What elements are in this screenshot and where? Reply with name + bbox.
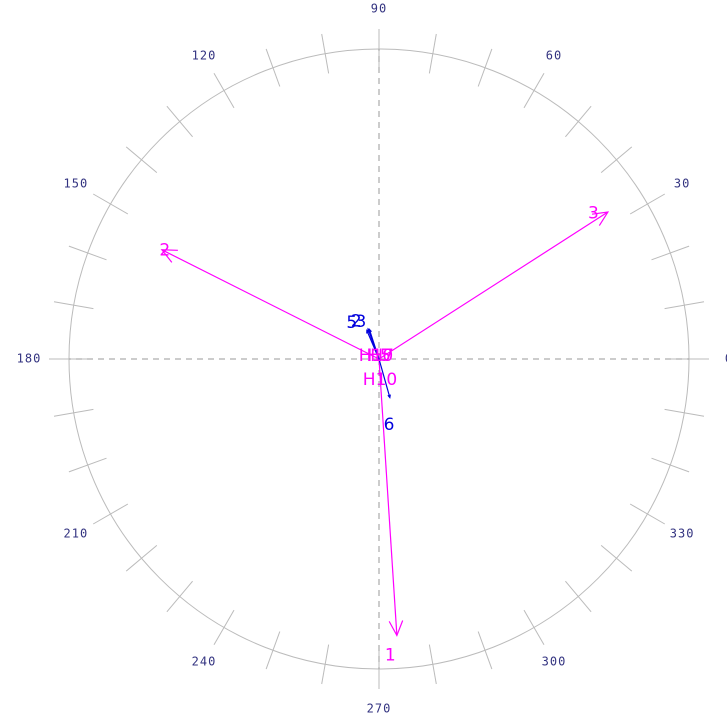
minor-tick — [321, 33, 330, 74]
phasor-label: 1 — [385, 645, 396, 665]
major-tick — [523, 72, 545, 109]
phasor-label: 2 — [351, 311, 362, 331]
minor-tick — [600, 146, 633, 173]
minor-tick — [565, 105, 592, 138]
minor-tick — [166, 105, 193, 138]
theta-tick-label: 120 — [192, 48, 217, 62]
theta-tick-label: 240 — [192, 655, 217, 669]
minor-tick — [265, 48, 281, 87]
minor-tick — [125, 146, 158, 173]
minor-tick — [477, 48, 493, 87]
minor-tick — [265, 631, 281, 670]
minor-tick — [664, 301, 705, 310]
minor-tick — [68, 245, 107, 261]
phasor-label: 2 — [159, 240, 170, 260]
theta-tick-label: 150 — [64, 177, 89, 191]
minor-tick — [53, 301, 94, 310]
minor-tick — [53, 408, 94, 417]
phasor-label: 3 — [588, 203, 599, 223]
phasor — [378, 358, 398, 636]
major-tick — [213, 72, 235, 109]
theta-tick-label: 330 — [670, 527, 695, 541]
theta-tick-label: 300 — [542, 655, 567, 669]
minor-tick — [600, 545, 633, 572]
theta-tick-label: 60 — [546, 48, 562, 62]
theta-tick-label: 180 — [17, 352, 42, 366]
theta-tick-label: 270 — [367, 702, 392, 716]
minor-tick — [664, 408, 705, 417]
minor-tick — [477, 631, 493, 670]
theta-tick-label: 30 — [674, 177, 690, 191]
minor-tick — [651, 245, 690, 261]
major-tick — [523, 609, 545, 646]
major-tick — [92, 193, 129, 215]
phasor-label: 6 — [384, 415, 395, 435]
arrow-head — [388, 620, 404, 637]
annotation: H10 — [359, 346, 393, 366]
phasor-label: 3 — [356, 312, 367, 332]
phasor — [378, 211, 609, 360]
phasor — [378, 358, 391, 398]
phasor-label: 5 — [346, 313, 357, 333]
annotation: H5 — [367, 346, 391, 366]
theta-tick-label: 0 — [725, 352, 727, 366]
phasor — [368, 329, 380, 360]
theta-tick-label: 90 — [371, 2, 387, 16]
major-tick — [213, 609, 235, 646]
theta-tick-label: 210 — [64, 527, 89, 541]
major-tick — [629, 193, 666, 215]
arrow-head — [368, 328, 372, 333]
minor-tick — [565, 580, 592, 613]
arrow-head — [160, 249, 178, 263]
minor-tick — [428, 644, 437, 685]
minor-tick — [166, 580, 193, 613]
arrow-head — [387, 394, 391, 399]
phasor — [161, 249, 380, 360]
minor-tick — [321, 644, 330, 685]
minor-tick — [428, 33, 437, 74]
minor-tick — [651, 457, 690, 473]
annotation: H10 — [363, 370, 397, 390]
major-tick — [629, 503, 666, 525]
major-tick — [92, 503, 129, 525]
minor-tick — [125, 545, 158, 572]
minor-tick — [68, 457, 107, 473]
arrow-head — [591, 211, 610, 226]
annotation: H7 — [370, 346, 394, 366]
